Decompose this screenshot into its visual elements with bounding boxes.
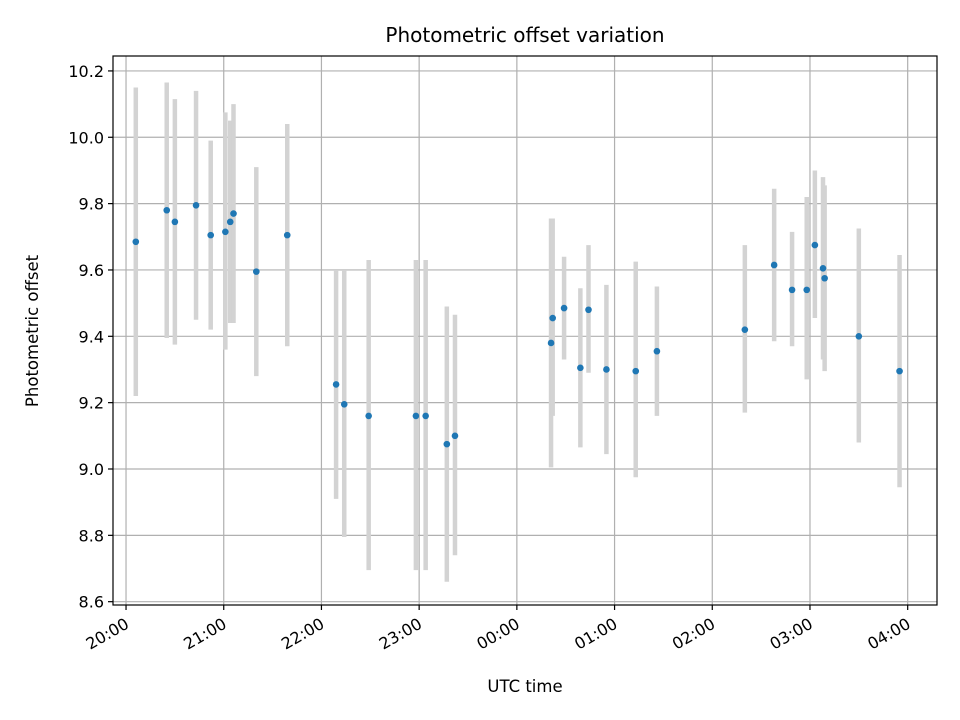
data-point [443,440,451,448]
data-point [340,401,348,408]
y-tick-label: 9.2 [79,394,104,413]
data-point [253,268,260,275]
data-point [207,231,215,239]
data-point [547,339,555,347]
y-tick-label: 9.4 [79,327,104,346]
data-point [803,286,811,294]
data-point [226,218,234,226]
data-point [855,333,863,340]
data-point [632,367,640,375]
data-point [741,326,749,333]
data-point [819,265,827,272]
y-tick-label: 8.6 [79,593,104,612]
y-tick-label: 9.0 [79,460,104,479]
data-point [132,238,140,246]
data-point [422,412,429,420]
data-point [821,274,828,282]
chart-title: Photometric offset variation [385,23,664,47]
data-point [770,261,778,269]
data-point [222,228,229,236]
data-point [283,231,291,239]
data-point [192,201,200,209]
plot-frame [112,55,938,606]
y-tick-label: 10.0 [68,128,104,147]
data-point [332,381,340,388]
x-axis-label: UTC time [487,677,562,696]
y-tick-label: 10.2 [68,62,104,81]
data-point [451,432,459,440]
data-point [549,314,556,322]
y-axis-label: Photometric offset [23,254,42,407]
data-point [577,364,584,372]
data-point [603,366,610,373]
data-point [788,286,796,294]
data-point [230,210,237,217]
data-point [171,218,179,226]
y-tick-label: 8.8 [79,526,104,545]
data-point [811,241,819,249]
data-point [365,412,372,420]
y-axis-ticks: 8.6 8.8 9.0 9.2 9.4 9.6 9.8 10.0 10.2 [68,62,113,612]
data-point [560,304,568,312]
data-points [132,201,903,448]
data-point [412,412,420,420]
y-tick-label: 9.8 [79,195,104,214]
data-point [896,367,903,375]
data-point [585,306,592,314]
y-tick-label: 9.6 [79,261,104,280]
data-point [653,347,661,355]
data-point [163,206,171,214]
grid [113,56,937,605]
